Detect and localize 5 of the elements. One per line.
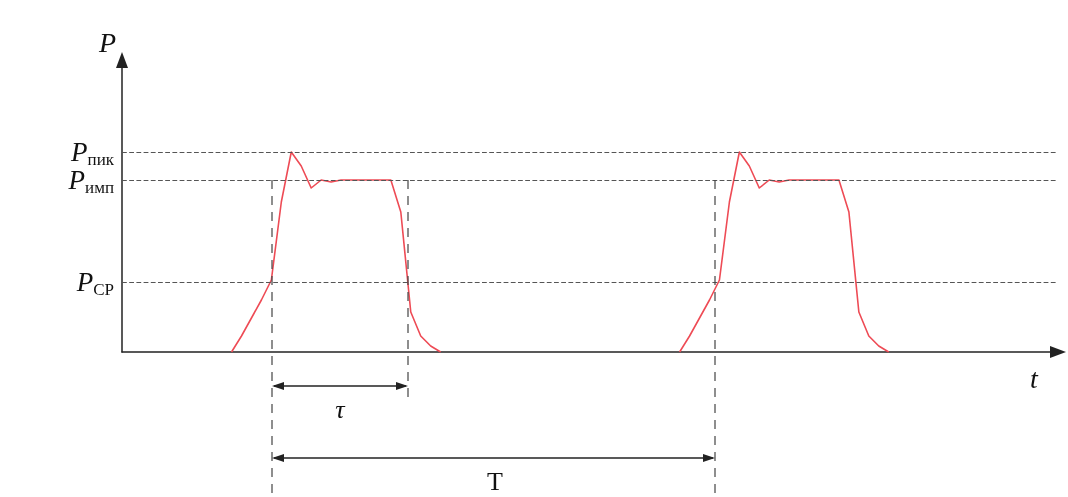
- text: τ: [335, 395, 347, 424]
- ref-line-label: P$_{СР}$: [75, 267, 114, 300]
- y-axis-title: P: [97, 26, 116, 58]
- text: T: [487, 467, 504, 496]
- x-axis-title: t: [1030, 362, 1039, 394]
